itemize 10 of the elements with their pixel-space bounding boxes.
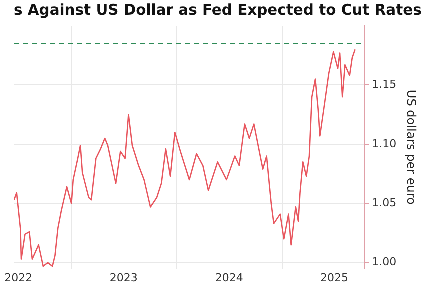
y-tick-label: 1.10 <box>372 137 397 150</box>
y-axis-title: US dollars per euro <box>404 90 419 205</box>
x-tick-label: 2024 <box>215 271 244 284</box>
chart-title: s Against US Dollar as Fed Expected to Cut Rates <box>14 0 422 19</box>
y-tick-label: 1.00 <box>372 256 397 269</box>
y-tick-label: 1.15 <box>372 78 397 92</box>
x-tick-label: 2025 <box>320 271 349 284</box>
x-tick-label: 2023 <box>110 271 138 284</box>
x-tick-label: 2022 <box>4 271 33 284</box>
y-tick-label: 1.05 <box>372 196 397 210</box>
